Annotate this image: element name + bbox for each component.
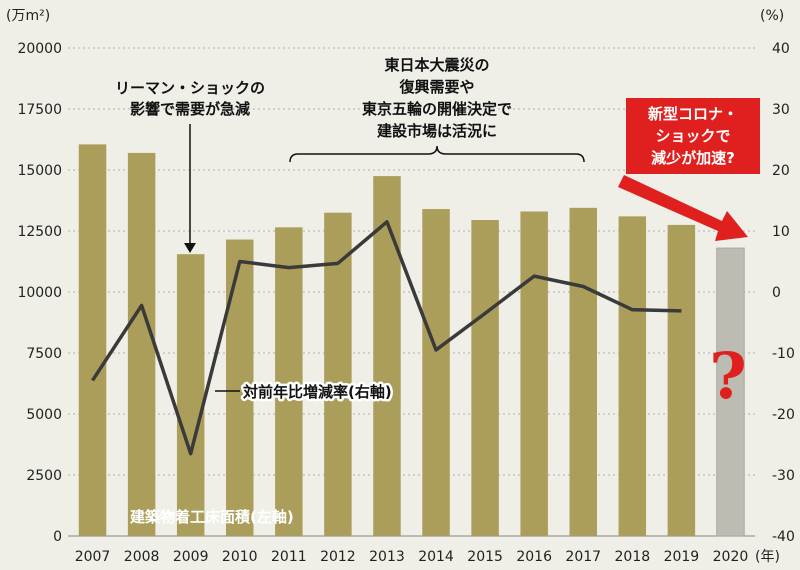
- left-tick-label: 20000: [17, 41, 62, 57]
- x-tick-label: 2011: [271, 549, 307, 565]
- x-tick-label: 2017: [565, 549, 601, 565]
- right-axis-unit: (%): [760, 8, 784, 24]
- left-tick-label: 0: [53, 529, 62, 545]
- x-tick-label: 2008: [124, 549, 160, 565]
- growth-rate-polyline: [91, 220, 682, 456]
- right-tick-label: 10: [772, 224, 790, 240]
- left-axis-unit: (万m²): [6, 8, 50, 24]
- bar: [78, 144, 107, 536]
- growth-rate-line: [91, 220, 682, 456]
- right-tick-label: -20: [772, 407, 795, 423]
- bar: [569, 207, 597, 536]
- bar: [422, 209, 450, 537]
- x-tick-label: 2018: [615, 549, 651, 565]
- bars: [78, 144, 745, 537]
- bar: [618, 216, 647, 537]
- x-tick-label: 2015: [467, 549, 503, 565]
- left-tick-label: 17500: [17, 102, 62, 118]
- bar: [520, 211, 548, 537]
- right-tick-label: -30: [772, 468, 795, 484]
- x-tick-label: 2007: [75, 549, 111, 565]
- left-tick-label: 2500: [26, 468, 62, 484]
- bar-series-label: 建築物着工床面積(左軸): [130, 508, 294, 526]
- svg-text:復興需要や: 復興需要や: [398, 78, 474, 96]
- bar: [226, 239, 254, 537]
- svg-text:影響で需要が急減: 影響で需要が急減: [130, 100, 250, 118]
- bar: [471, 220, 499, 536]
- svg-text:新型コロナ・: 新型コロナ・: [648, 105, 738, 123]
- x-tick-label: 2019: [664, 549, 700, 565]
- svg-text:減少が加速?: 減少が加速?: [651, 149, 735, 167]
- left-tick-label: 15000: [17, 163, 62, 179]
- bar: [373, 176, 401, 536]
- annotation-lehman: リーマン・ショックの 影響で需要が急減: [115, 79, 265, 253]
- annotation-corona: 新型コロナ・ ショックで 減少が加速? ?: [618, 98, 760, 414]
- svg-text:東日本大震災の: 東日本大震災の: [384, 56, 489, 74]
- left-axis: 0 2500 5000 7500 10000 12500 15000 17500 20000: [17, 41, 62, 545]
- bar: [667, 224, 696, 536]
- right-tick-label: 40: [772, 41, 790, 57]
- left-tick-label: 7500: [26, 346, 62, 362]
- right-tick-label: -40: [772, 529, 795, 545]
- left-tick-label: 5000: [26, 407, 62, 423]
- x-tick-label: 2016: [516, 549, 552, 565]
- svg-text:リーマン・ショックの: リーマン・ショックの: [115, 79, 265, 97]
- svg-text:ショックで: ショックで: [655, 127, 730, 145]
- x-tick-label: 2014: [418, 549, 454, 565]
- svg-text:東京五輪の開催決定で: 東京五輪の開催決定で: [362, 100, 512, 118]
- annotation-recovery: 東日本大震災の 復興需要や 東京五輪の開催決定で 建設市場は活況に: [289, 56, 585, 163]
- line-series-label: 対前年比増減率(右軸): [242, 383, 392, 401]
- question-mark: ?: [709, 339, 747, 414]
- bar: [324, 212, 352, 536]
- x-tick-label: 2010: [222, 549, 258, 565]
- svg-text:建設市場は活況に: 建設市場は活況に: [377, 122, 497, 140]
- bar: [275, 227, 303, 536]
- left-tick-label: 10000: [17, 285, 62, 301]
- bar: [127, 152, 156, 537]
- right-tick-label: 30: [772, 102, 790, 118]
- x-tick-label: 2009: [173, 549, 209, 565]
- right-tick-label: -10: [772, 346, 795, 362]
- right-axis: -40 -30 -20 -10 0 10 20 30 40: [772, 41, 795, 545]
- bar: [176, 254, 205, 536]
- arrow-icon: [618, 175, 748, 241]
- left-tick-label: 12500: [17, 224, 62, 240]
- x-axis: 2007 2008 2009 2010 2011 2012 2013 2014 2015 2016…: [75, 549, 749, 565]
- forecast-bar: [716, 247, 745, 537]
- x-tick-label: 2012: [320, 549, 356, 565]
- x-tick-label: 2020: [713, 549, 749, 565]
- right-tick-label: 0: [772, 285, 781, 301]
- x-axis-unit: (年): [755, 549, 780, 565]
- x-tick-label: 2013: [369, 549, 405, 565]
- right-tick-label: 20: [772, 163, 790, 179]
